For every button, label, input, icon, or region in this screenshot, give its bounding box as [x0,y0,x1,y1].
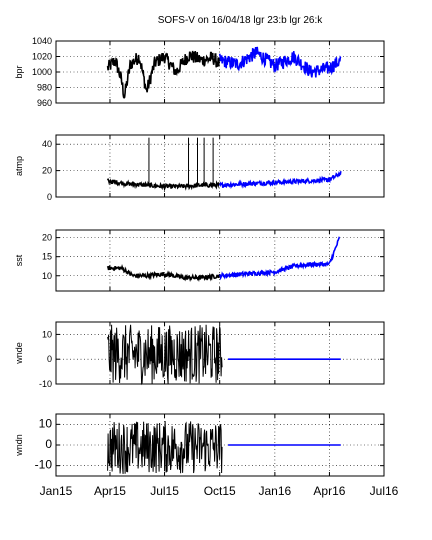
y-tick-label: 40 [42,139,52,149]
y-tick-label: 1020 [32,52,52,62]
series-line-atmp-k [106,177,220,192]
x-tick-label: Jan16 [259,484,292,498]
y-axis-label: bpr [14,65,24,78]
y-tick-label: 0 [45,437,52,451]
panel-wnde: -10 0 10 wnde [14,321,385,389]
x-tick-label: Jan15 [40,484,73,498]
series-line-atmp-b [219,170,342,189]
x-tick-label: Apr15 [94,484,126,498]
chart-title: SOFS-V on 16/04/18 lgr 23:b lgr 26:k [158,15,324,26]
y-tick-label: 980 [37,83,52,93]
plot-frame [55,229,385,292]
y-axis-label: wndn [14,434,24,457]
y-tick-label: 960 [37,98,52,108]
y-tick-label: 1040 [32,36,52,46]
series-line-sst-b [219,236,341,281]
series-line-wnde-k [107,324,223,386]
y-tick-label: 10 [39,416,53,430]
panel-sst: 10 15 20 sst [14,229,385,292]
y-tick-label: 0 [47,192,52,202]
panel-wndn: -10 0 10 wndn [14,413,385,477]
y-axis-label: wnde [14,342,24,365]
x-tick-label: Oct15 [204,484,236,498]
x-tick-label: Jul16 [370,484,399,498]
plots: 960980100010201040bpr02040atmp101520sst-… [14,36,399,498]
y-tick-label: -10 [39,379,52,389]
series-line-bpr-b [218,46,342,78]
y-tick-label: 0 [47,354,52,364]
y-tick-label: 20 [42,166,52,176]
y-axis-label: sst [14,254,24,266]
series-line-sst-k [106,263,221,283]
panel-atmp: 0 20 40 atmp [14,134,385,202]
panel-bpr: 960 980 1000 1020 1040 bpr [14,36,385,108]
y-tick-label: 10 [42,329,52,339]
y-tick-label: 10 [42,271,52,281]
y-tick-label: -10 [35,458,53,472]
y-axis-label: atmp [14,156,24,176]
series-line-wndn-k [107,420,223,474]
y-tick-label: 15 [42,252,52,262]
y-tick-label: 20 [42,233,52,243]
x-tick-label: Apr16 [313,484,345,498]
y-tick-label: 1000 [32,67,52,77]
series-line-bpr-k [106,50,221,99]
x-tick-label: Jul15 [150,484,179,498]
